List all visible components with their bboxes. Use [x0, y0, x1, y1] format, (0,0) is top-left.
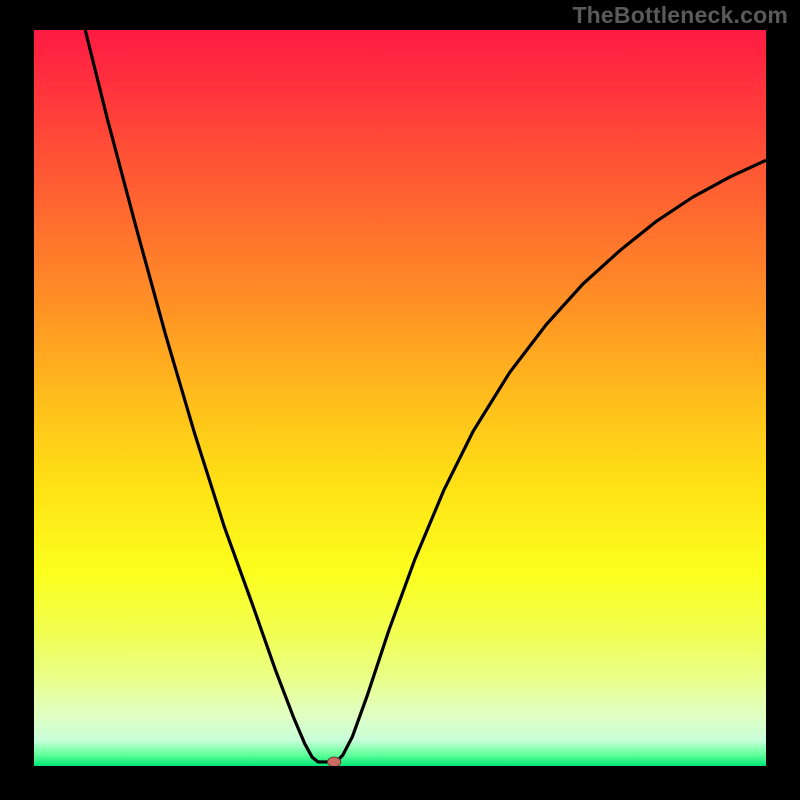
- gradient-background: [34, 30, 766, 766]
- bottleneck-chart: [34, 30, 766, 766]
- watermark-text: TheBottleneck.com: [572, 2, 788, 29]
- optimum-marker: [328, 757, 341, 766]
- chart-frame: TheBottleneck.com: [0, 0, 800, 800]
